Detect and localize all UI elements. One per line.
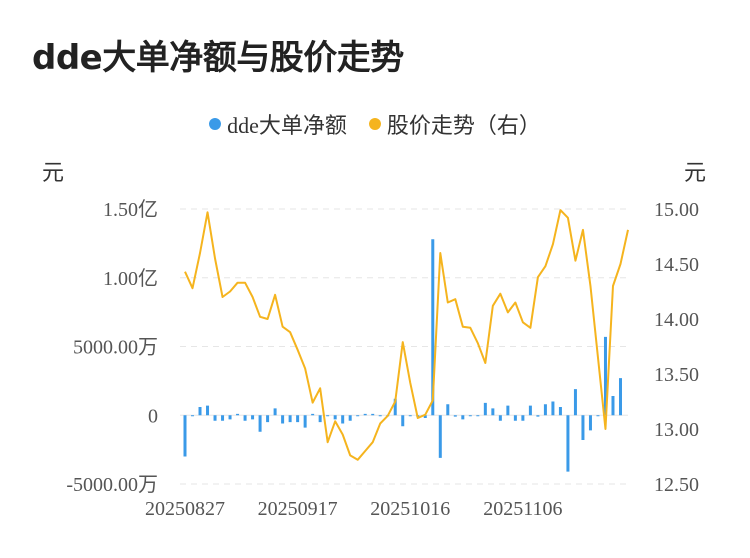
bar bbox=[206, 405, 210, 416]
right-tick-label: 13.00 bbox=[654, 419, 699, 441]
bar bbox=[318, 415, 322, 423]
bar bbox=[251, 415, 255, 420]
bar bbox=[498, 415, 502, 421]
bar bbox=[191, 415, 195, 417]
bar bbox=[438, 415, 442, 458]
bar bbox=[198, 407, 202, 416]
bar bbox=[243, 415, 247, 421]
bar bbox=[536, 415, 540, 417]
left-tick-label: 5000.00万 bbox=[73, 337, 158, 359]
bar bbox=[288, 415, 292, 423]
bar bbox=[303, 415, 307, 428]
line-series bbox=[184, 209, 629, 461]
bar bbox=[558, 407, 562, 416]
bar bbox=[483, 402, 487, 416]
bar bbox=[356, 415, 360, 417]
bar bbox=[326, 415, 330, 417]
bar bbox=[528, 405, 532, 416]
left-axis-ticks: 1.50亿 1.00亿 5000.00万 0 -5000.00万 bbox=[66, 198, 158, 496]
right-axis-ticks: 15.00 14.50 14.00 13.50 13.00 12.50 bbox=[654, 199, 699, 496]
bar bbox=[281, 415, 285, 424]
x-tick-label: 20250917 bbox=[258, 498, 338, 520]
bar bbox=[513, 415, 517, 421]
bar bbox=[333, 415, 337, 420]
bar bbox=[236, 413, 240, 416]
bar bbox=[551, 401, 555, 416]
bar bbox=[378, 415, 382, 417]
bar bbox=[423, 415, 427, 418]
bar bbox=[476, 415, 480, 417]
bar bbox=[273, 408, 277, 416]
bar bbox=[408, 415, 412, 417]
bar bbox=[468, 415, 472, 417]
bar bbox=[506, 405, 510, 416]
bar bbox=[573, 389, 577, 416]
legend-item-dde[interactable]: dde大单净额 bbox=[209, 108, 347, 140]
bar bbox=[213, 415, 217, 421]
bar bbox=[311, 413, 315, 416]
right-tick-label: 13.50 bbox=[654, 364, 699, 386]
bar bbox=[588, 415, 592, 431]
bar bbox=[543, 404, 547, 416]
legend-label-dde: dde大单净额 bbox=[227, 113, 347, 138]
bar bbox=[401, 415, 405, 427]
right-tick-label: 12.50 bbox=[654, 474, 699, 496]
legend-item-price[interactable]: 股价走势（右） bbox=[368, 108, 541, 140]
bar bbox=[393, 398, 397, 416]
bar bbox=[581, 415, 585, 440]
bar bbox=[566, 415, 570, 472]
chart-title: dde大单净额与股价走势 bbox=[32, 38, 404, 78]
price-line bbox=[184, 209, 629, 461]
right-tick-label: 14.00 bbox=[654, 309, 699, 331]
left-tick-label: 0 bbox=[148, 405, 158, 427]
bar bbox=[611, 396, 615, 416]
bar bbox=[183, 415, 187, 457]
x-axis-ticks: 20250827 20250917 20251016 20251106 bbox=[145, 498, 563, 520]
legend-dot-dde bbox=[209, 118, 222, 130]
left-tick-label: 1.50亿 bbox=[103, 198, 158, 221]
bar bbox=[453, 415, 457, 417]
bar bbox=[603, 336, 607, 416]
right-tick-label: 15.00 bbox=[654, 199, 699, 221]
bar bbox=[228, 415, 232, 420]
legend: dde大单净额 股价走势（右） bbox=[0, 108, 750, 140]
bar bbox=[363, 413, 367, 416]
bar bbox=[296, 415, 300, 423]
bar bbox=[618, 378, 622, 416]
bar bbox=[266, 415, 270, 423]
bar bbox=[521, 415, 525, 421]
left-axis-unit: 元 bbox=[42, 160, 65, 185]
bar bbox=[341, 415, 345, 424]
bar bbox=[431, 239, 435, 416]
x-tick-label: 20251016 bbox=[370, 498, 450, 520]
bar bbox=[446, 404, 450, 416]
bar bbox=[221, 415, 225, 421]
right-tick-label: 14.50 bbox=[654, 254, 699, 276]
bar bbox=[461, 415, 465, 420]
bar-series bbox=[183, 239, 622, 472]
bar bbox=[491, 408, 495, 416]
bar bbox=[348, 415, 352, 421]
left-tick-label: 1.00亿 bbox=[103, 267, 158, 290]
legend-label-price: 股价走势（右） bbox=[386, 113, 541, 138]
bar bbox=[258, 415, 262, 432]
bar bbox=[371, 413, 375, 416]
x-tick-label: 20251106 bbox=[483, 498, 562, 520]
bar bbox=[596, 415, 600, 417]
legend-dot-price bbox=[368, 118, 381, 130]
x-tick-label: 20250827 bbox=[145, 498, 225, 520]
right-axis-unit: 元 bbox=[684, 160, 707, 185]
left-tick-label: -5000.00万 bbox=[66, 474, 158, 496]
